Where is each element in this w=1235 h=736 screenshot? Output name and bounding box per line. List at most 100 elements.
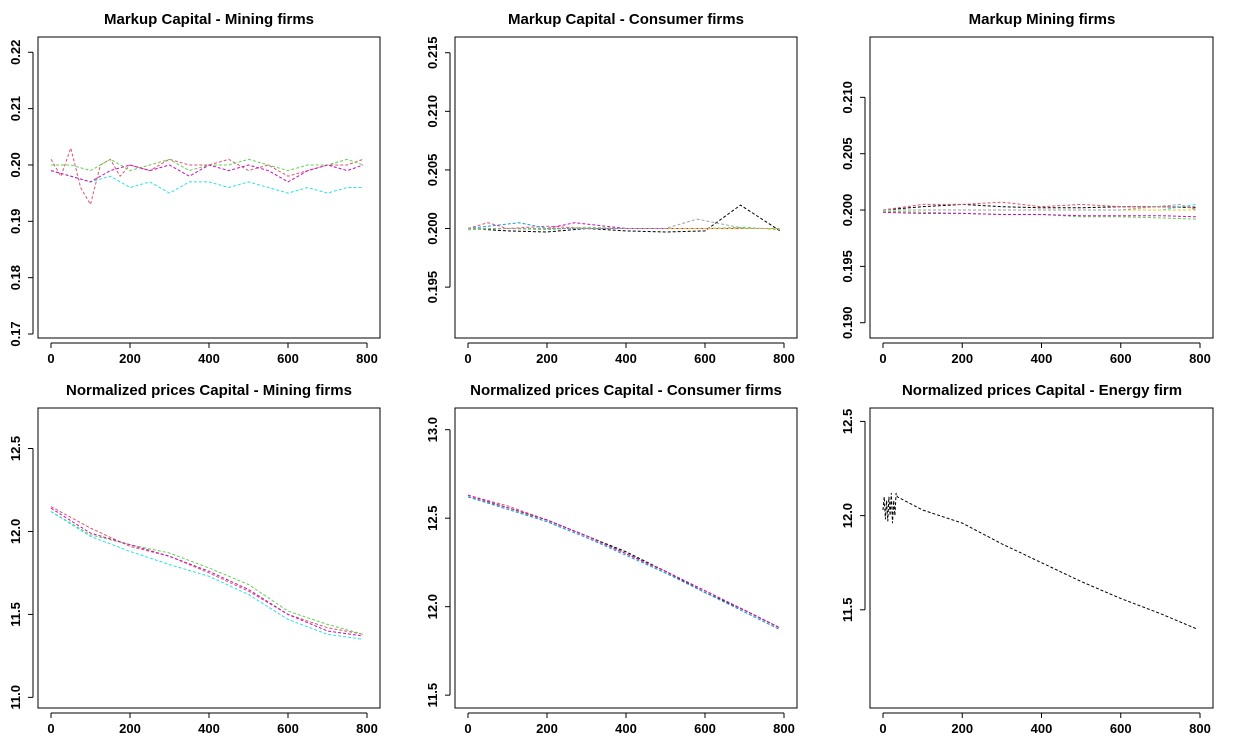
series-line-1 — [467, 496, 781, 629]
x-tick-label: 600 — [1110, 351, 1132, 366]
plot-area — [467, 204, 781, 233]
y-tick-label: 0.210 — [425, 95, 440, 128]
series-line-3 — [50, 511, 364, 640]
plot-area — [50, 506, 364, 640]
y-tick-label: 12.0 — [8, 519, 23, 544]
x-tick-label: 0 — [464, 721, 471, 736]
panel-title: Markup Capital - Mining firms — [104, 11, 314, 28]
y-tick-label: 0.20 — [8, 152, 23, 177]
series-line-1 — [50, 506, 364, 635]
x-tick-label: 0 — [47, 351, 54, 366]
x-tick-label: 800 — [773, 721, 795, 736]
x-tick-label: 600 — [1110, 721, 1132, 736]
y-tick-label: 12.0 — [425, 594, 440, 619]
plot-frame — [454, 36, 798, 339]
plot-frame — [869, 36, 1214, 339]
y-tick-label: 11.5 — [8, 602, 23, 627]
x-tick-label: 600 — [694, 351, 716, 366]
y-tick-label: 11.5 — [840, 598, 855, 623]
y-tick-label: 0.22 — [8, 40, 23, 65]
x-tick-label: 800 — [356, 351, 378, 366]
panel-title: Markup Capital - Consumer firms — [508, 11, 744, 28]
series-line-1 — [50, 146, 364, 206]
series-line-1 — [882, 203, 1197, 211]
panel-2: Markup Capital - Consumer firms 0 200 400 60… — [425, 11, 798, 366]
panel-4: Normalized prices Capital - Mining firms… — [8, 382, 381, 736]
x-tick-label: 600 — [277, 351, 299, 366]
series-line-2 — [882, 201, 1196, 211]
x-tick-label: 200 — [951, 351, 973, 366]
y-tick-label: 12.5 — [425, 506, 440, 531]
x-tick-label: 400 — [198, 721, 220, 736]
x-tick-label: 400 — [1031, 351, 1053, 366]
series-line-1 — [467, 204, 781, 233]
plot-area — [467, 494, 781, 631]
panel-1: Markup Capital - Mining firms 0 200 400 600 8… — [8, 11, 381, 366]
y-tick-label: 12.5 — [8, 436, 23, 461]
y-tick-label: 0.200 — [425, 212, 440, 245]
x-tick-label: 200 — [119, 721, 141, 736]
x-tick-label: 400 — [1031, 721, 1053, 736]
plot-area — [882, 201, 1197, 220]
y-tick-label: 11.0 — [8, 685, 23, 710]
x-tick-label: 800 — [1189, 721, 1211, 736]
y-tick-label: 0.195 — [840, 250, 855, 283]
series-line-3 — [882, 210, 1197, 220]
series-line-8 — [883, 203, 1197, 211]
x-tick-label: 400 — [615, 721, 637, 736]
panel-3: Markup Mining firms 0 200 400 600 800 0.190 0.1… — [840, 11, 1214, 366]
y-tick-label: 0.215 — [425, 36, 440, 69]
x-tick-label: 0 — [879, 351, 886, 366]
x-tick-label: 800 — [773, 351, 795, 366]
series-line-8 — [468, 218, 780, 229]
series-line-4 — [50, 164, 364, 183]
series-line-5 — [467, 494, 781, 629]
series-line-3 — [50, 170, 364, 194]
x-tick-label: 200 — [536, 351, 558, 366]
x-tick-label: 400 — [198, 351, 220, 366]
x-tick-label: 0 — [464, 351, 471, 366]
x-tick-label: 600 — [277, 721, 299, 736]
y-tick-label: 0.17 — [8, 321, 23, 346]
x-tick-label: 200 — [119, 351, 141, 366]
x-tick-label: 200 — [951, 721, 973, 736]
y-tick-label: 13.0 — [425, 417, 440, 442]
y-tick-label: 0.195 — [425, 271, 440, 304]
panel-title: Normalized prices Capital - Energy firm — [902, 382, 1182, 399]
plot-frame — [37, 407, 381, 709]
y-tick-label: 0.205 — [840, 137, 855, 170]
panel-title: Normalized prices Capital - Mining firms — [66, 382, 352, 399]
plot-frame — [869, 407, 1214, 709]
y-tick-label: 0.190 — [840, 306, 855, 339]
x-tick-label: 400 — [615, 351, 637, 366]
series-line-6 — [882, 211, 1197, 218]
series-line-2 — [50, 511, 364, 635]
series-line-2 — [467, 222, 780, 230]
x-tick-label: 0 — [879, 721, 886, 736]
series-line-4 — [467, 222, 780, 229]
panel-5: Normalized prices Capital - Consumer fir… — [425, 382, 798, 736]
panel-title: Markup Mining firms — [969, 11, 1116, 28]
series-line-1 — [882, 492, 1197, 630]
x-tick-label: 800 — [356, 721, 378, 736]
x-tick-label: 200 — [536, 721, 558, 736]
y-tick-label: 12.0 — [840, 503, 855, 528]
y-tick-label: 12.5 — [840, 409, 855, 434]
panel-title: Normalized prices Capital - Consumer fir… — [470, 382, 782, 399]
plot-area — [50, 146, 364, 206]
y-tick-label: 0.18 — [8, 265, 23, 290]
x-tick-label: 800 — [1189, 351, 1211, 366]
y-tick-label: 0.19 — [8, 209, 23, 234]
y-tick-label: 0.210 — [840, 81, 855, 114]
plot-frame — [37, 36, 381, 339]
y-tick-label: 11.5 — [425, 683, 440, 708]
x-tick-label: 600 — [694, 721, 716, 736]
panel-6: Normalized prices Capital - Energy firm 0… — [840, 382, 1214, 736]
x-tick-label: 0 — [47, 721, 54, 736]
series-line-4 — [467, 496, 781, 631]
y-tick-label: 0.200 — [840, 194, 855, 227]
y-tick-label: 0.21 — [8, 96, 23, 121]
plot-frame — [454, 407, 798, 709]
